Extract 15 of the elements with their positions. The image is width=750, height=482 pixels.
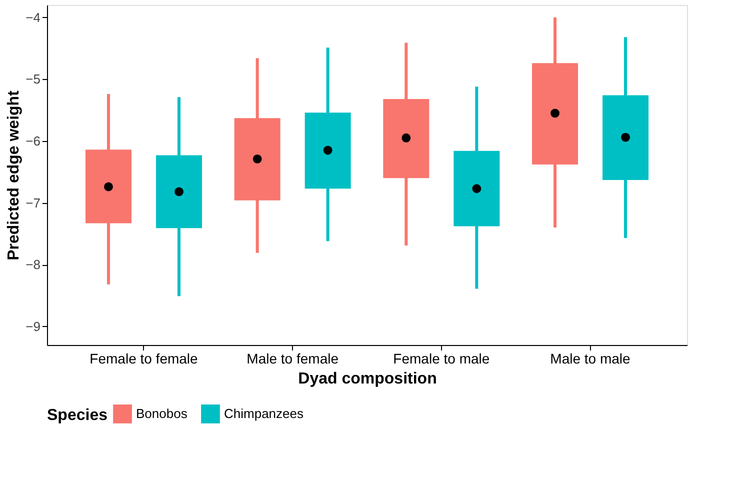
x-tick-label: Female to male	[393, 350, 490, 366]
y-tick-label: −4	[26, 10, 40, 25]
x-tick-label: Male to male	[550, 350, 631, 366]
legend-label: Bonobos	[136, 406, 188, 421]
y-tick-label: −6	[26, 134, 40, 148]
y-tick-label: −8	[26, 257, 40, 272]
x-tick-label: Male to female	[246, 350, 339, 366]
legend-label: Chimpanzees	[224, 406, 304, 421]
x-axis-title: Dyad composition	[298, 370, 437, 388]
y-tick-label: −5	[26, 72, 40, 87]
y-axis-title: Predicted edge weight	[6, 90, 23, 260]
legend-title: Species	[47, 407, 108, 424]
y-tick-label: −7	[26, 195, 40, 210]
x-tick-label: Female to female	[90, 350, 198, 366]
y-tick-label: −9	[26, 318, 40, 334]
